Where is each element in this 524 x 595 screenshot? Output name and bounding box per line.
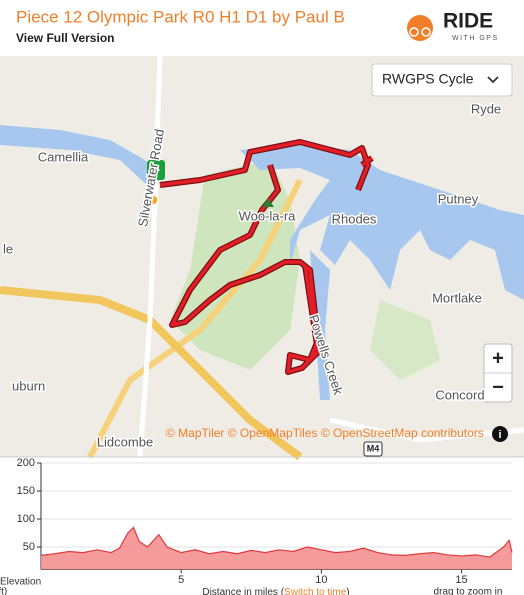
elevation-area (41, 527, 512, 570)
zoom-out[interactable]: − (492, 376, 504, 398)
zoom-in[interactable]: + (492, 347, 504, 369)
map-label: Concord (435, 387, 484, 402)
x-axis-label: Distance in miles (Switch to time) (202, 587, 349, 595)
road (87, 178, 303, 459)
map-label: uburn (12, 378, 45, 393)
map-label: M4 (367, 443, 380, 453)
x-axis-label-part: ) (346, 587, 349, 595)
m4-shield (363, 441, 383, 457)
map-label: Camellia (38, 149, 89, 164)
info-button[interactable] (492, 426, 508, 442)
x-tick-label: 15 (455, 574, 467, 586)
logo-icon (407, 15, 433, 41)
water (0, 125, 160, 188)
map[interactable]: RWGPS Cycle + − © MapTiler © OpenMapTile… (0, 55, 524, 461)
info-icon: i (498, 429, 501, 441)
x-axis-label-part: Distance in miles ( (202, 587, 284, 595)
map-label: Lidcombe (97, 434, 153, 449)
attribution[interactable]: © MapTiler © OpenMapTiles © OpenStreetMa… (166, 426, 484, 440)
logo-text: RIDE (443, 10, 493, 33)
route-title: Piece 12 Olympic Park R0 H1 D1 by Paul B (16, 7, 345, 26)
switch-to-time[interactable]: Switch to time (284, 587, 347, 595)
dropdown-arrow (487, 76, 499, 84)
y-tick-label: 150 (17, 485, 35, 497)
y-axis-label: Elevation (0, 577, 41, 588)
park (170, 160, 300, 370)
zoom-hint: drag to zoom in (434, 587, 503, 595)
style-select-label: RWGPS Cycle (382, 71, 474, 87)
map-label: le (3, 241, 13, 256)
park-icon (262, 198, 274, 207)
y-tick-label: 100 (17, 513, 35, 525)
logo[interactable]: RIDE WITH GPS (407, 10, 499, 42)
map-label: Putney (438, 191, 479, 206)
view-full-link[interactable]: View Full Version (16, 31, 114, 45)
y-tick-label: 200 (17, 457, 35, 469)
x-tick-label: 10 (315, 574, 327, 586)
y-axis-label: (ft) (0, 587, 7, 595)
elevation-line (40, 526, 513, 558)
logo-wheel (421, 27, 431, 37)
road (137, 55, 163, 458)
route (159, 140, 374, 374)
y-tick-label: 50 (23, 541, 35, 553)
logo-wheel (409, 27, 419, 37)
road (329, 417, 524, 443)
logo-subtext: WITH GPS (452, 35, 499, 42)
map-label: Ryde (471, 101, 501, 116)
start-icon (153, 165, 160, 175)
map-label: Mortlake (432, 290, 482, 305)
map-label: Rhodes (332, 211, 377, 226)
water (240, 145, 524, 300)
park (370, 300, 440, 380)
style-select[interactable] (371, 63, 513, 97)
map-label: Woo-la-ra (239, 208, 297, 223)
x-tick-label: 5 (178, 574, 184, 586)
end-marker[interactable] (147, 194, 159, 206)
